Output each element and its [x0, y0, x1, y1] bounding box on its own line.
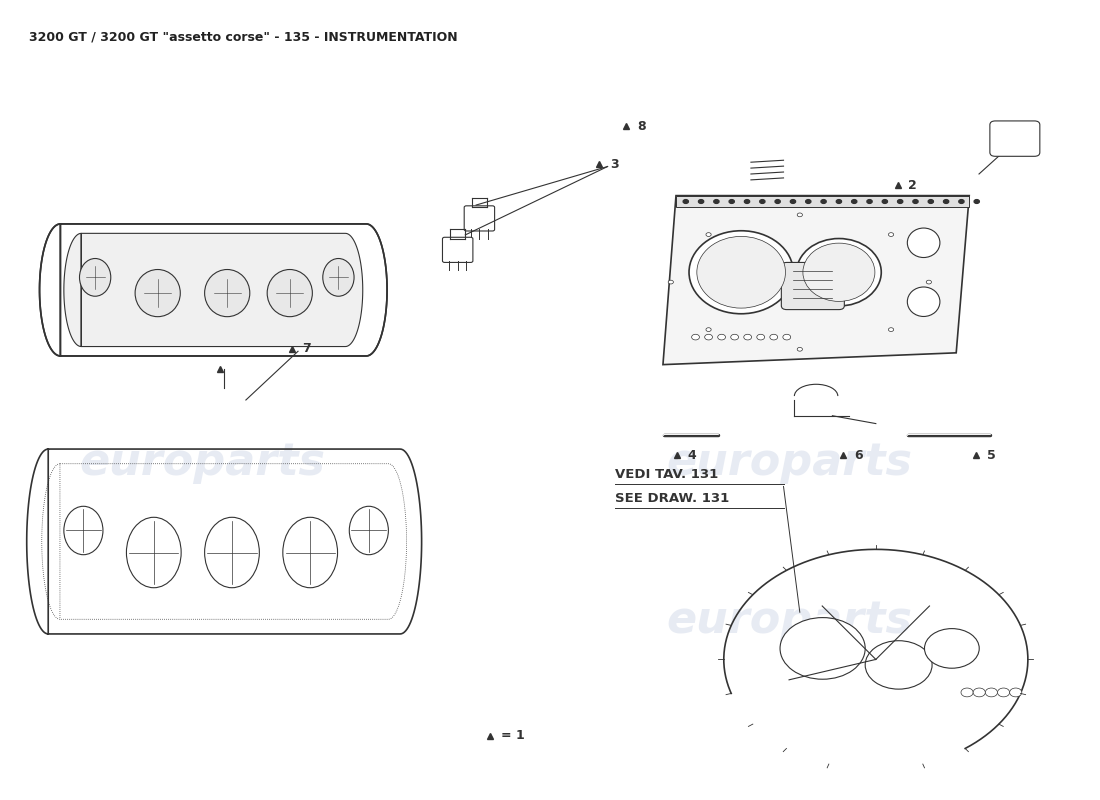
Text: 3200 GT / 3200 GT "assetto corse" - 135 - INSTRUMENTATION: 3200 GT / 3200 GT "assetto corse" - 135 …: [29, 30, 458, 43]
Circle shape: [975, 200, 979, 203]
Polygon shape: [663, 196, 969, 365]
FancyBboxPatch shape: [442, 238, 473, 262]
Text: europarts: europarts: [79, 442, 326, 484]
Circle shape: [898, 200, 903, 203]
Ellipse shape: [64, 506, 103, 554]
FancyBboxPatch shape: [464, 206, 495, 231]
Circle shape: [706, 233, 712, 237]
Ellipse shape: [126, 518, 182, 588]
Circle shape: [974, 688, 986, 697]
Circle shape: [714, 200, 719, 203]
Circle shape: [821, 200, 826, 203]
Circle shape: [926, 280, 932, 284]
Ellipse shape: [803, 243, 874, 302]
Text: 7: 7: [302, 342, 311, 355]
Text: europarts: europarts: [666, 442, 912, 484]
Circle shape: [1010, 688, 1022, 697]
Circle shape: [944, 200, 948, 203]
Circle shape: [851, 200, 857, 203]
Circle shape: [783, 334, 791, 340]
Polygon shape: [676, 196, 969, 207]
Circle shape: [730, 334, 738, 340]
Ellipse shape: [79, 258, 111, 296]
Circle shape: [692, 334, 700, 340]
Ellipse shape: [267, 270, 312, 317]
Circle shape: [961, 688, 974, 697]
Circle shape: [770, 334, 778, 340]
Circle shape: [889, 328, 893, 331]
Text: VEDI TAV. 131: VEDI TAV. 131: [615, 468, 718, 481]
Text: 3: 3: [609, 158, 618, 170]
Ellipse shape: [796, 238, 881, 306]
Circle shape: [744, 334, 751, 340]
Ellipse shape: [924, 629, 979, 668]
Text: 2: 2: [909, 179, 917, 192]
Circle shape: [705, 334, 713, 340]
Text: = 1: = 1: [502, 729, 525, 742]
Circle shape: [928, 200, 934, 203]
Circle shape: [717, 334, 726, 340]
Circle shape: [760, 200, 764, 203]
Ellipse shape: [283, 518, 338, 588]
Circle shape: [913, 200, 918, 203]
Ellipse shape: [908, 228, 939, 258]
Ellipse shape: [696, 237, 785, 308]
Circle shape: [776, 200, 780, 203]
Ellipse shape: [135, 270, 180, 317]
Ellipse shape: [780, 618, 866, 679]
Circle shape: [745, 200, 749, 203]
Circle shape: [791, 200, 795, 203]
Ellipse shape: [350, 506, 388, 554]
Polygon shape: [64, 234, 363, 346]
Circle shape: [698, 200, 704, 203]
Circle shape: [836, 200, 842, 203]
Circle shape: [683, 200, 689, 203]
Text: europarts: europarts: [666, 598, 912, 642]
Circle shape: [729, 200, 735, 203]
FancyBboxPatch shape: [781, 262, 845, 310]
Ellipse shape: [322, 258, 354, 296]
Circle shape: [889, 233, 893, 237]
Circle shape: [998, 688, 1010, 697]
Circle shape: [882, 200, 888, 203]
Text: 8: 8: [637, 120, 646, 133]
Text: SEE DRAW. 131: SEE DRAW. 131: [615, 492, 729, 505]
Circle shape: [798, 213, 802, 217]
Ellipse shape: [689, 230, 793, 314]
Text: 6: 6: [854, 449, 862, 462]
Circle shape: [986, 688, 998, 697]
Circle shape: [757, 334, 764, 340]
Ellipse shape: [205, 270, 250, 317]
Ellipse shape: [205, 518, 260, 588]
Text: 5: 5: [987, 449, 996, 462]
Ellipse shape: [908, 287, 939, 317]
Circle shape: [668, 280, 673, 284]
FancyBboxPatch shape: [990, 121, 1040, 156]
Circle shape: [959, 200, 964, 203]
Circle shape: [867, 200, 872, 203]
Circle shape: [798, 347, 802, 351]
Circle shape: [706, 328, 712, 331]
Ellipse shape: [866, 641, 932, 689]
Circle shape: [805, 200, 811, 203]
Text: 4: 4: [688, 449, 696, 462]
